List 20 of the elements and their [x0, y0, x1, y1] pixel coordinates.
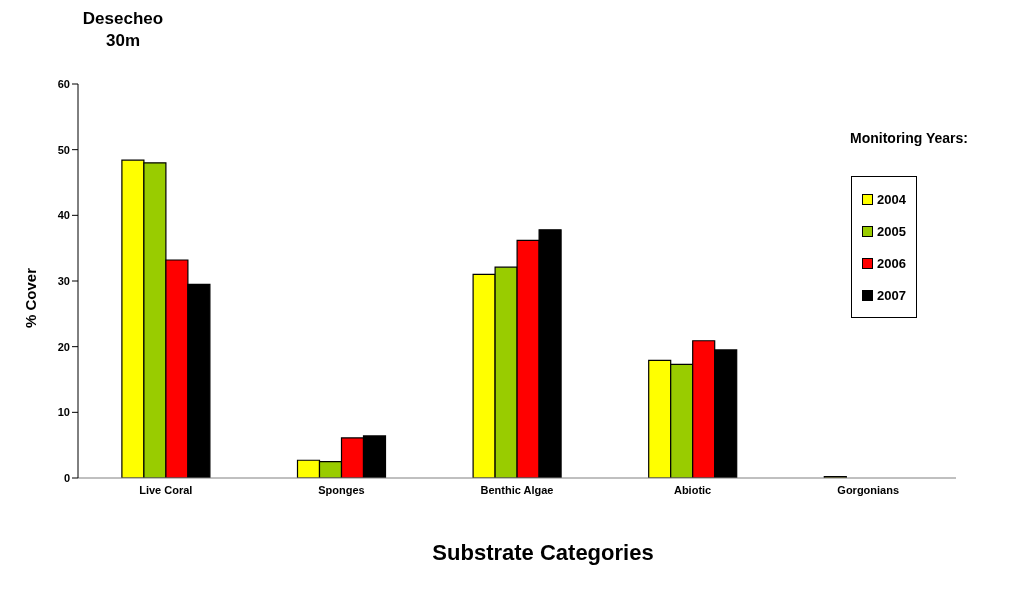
x-axis-title: Substrate Categories [431, 540, 655, 566]
legend-label: 2007 [877, 287, 906, 303]
x-tick-label: Gorgonians [837, 483, 900, 496]
y-axis-title: % Cover [21, 267, 39, 329]
legend-label: 2006 [877, 255, 906, 271]
x-tick-label: Abiotic [673, 483, 712, 496]
x-tick-label: Sponges [318, 483, 365, 496]
y-tick-label: 30 [57, 274, 70, 287]
legend-label: 2004 [877, 191, 906, 207]
legend-label: 2005 [877, 223, 906, 239]
y-tick-label: 0 [63, 471, 70, 484]
y-tick-label: 20 [57, 340, 70, 353]
y-tick-label: 10 [57, 406, 70, 419]
chart-title: Desecheo 30m [81, 8, 165, 52]
x-tick-label: Live Coral [139, 483, 193, 496]
y-tick-label: 60 [57, 77, 70, 90]
x-tick-label: Benthic Algae [480, 483, 554, 496]
y-tick-label: 40 [57, 209, 70, 222]
y-tick-label: 50 [57, 143, 70, 156]
legend-title: Monitoring Years: [849, 130, 968, 146]
